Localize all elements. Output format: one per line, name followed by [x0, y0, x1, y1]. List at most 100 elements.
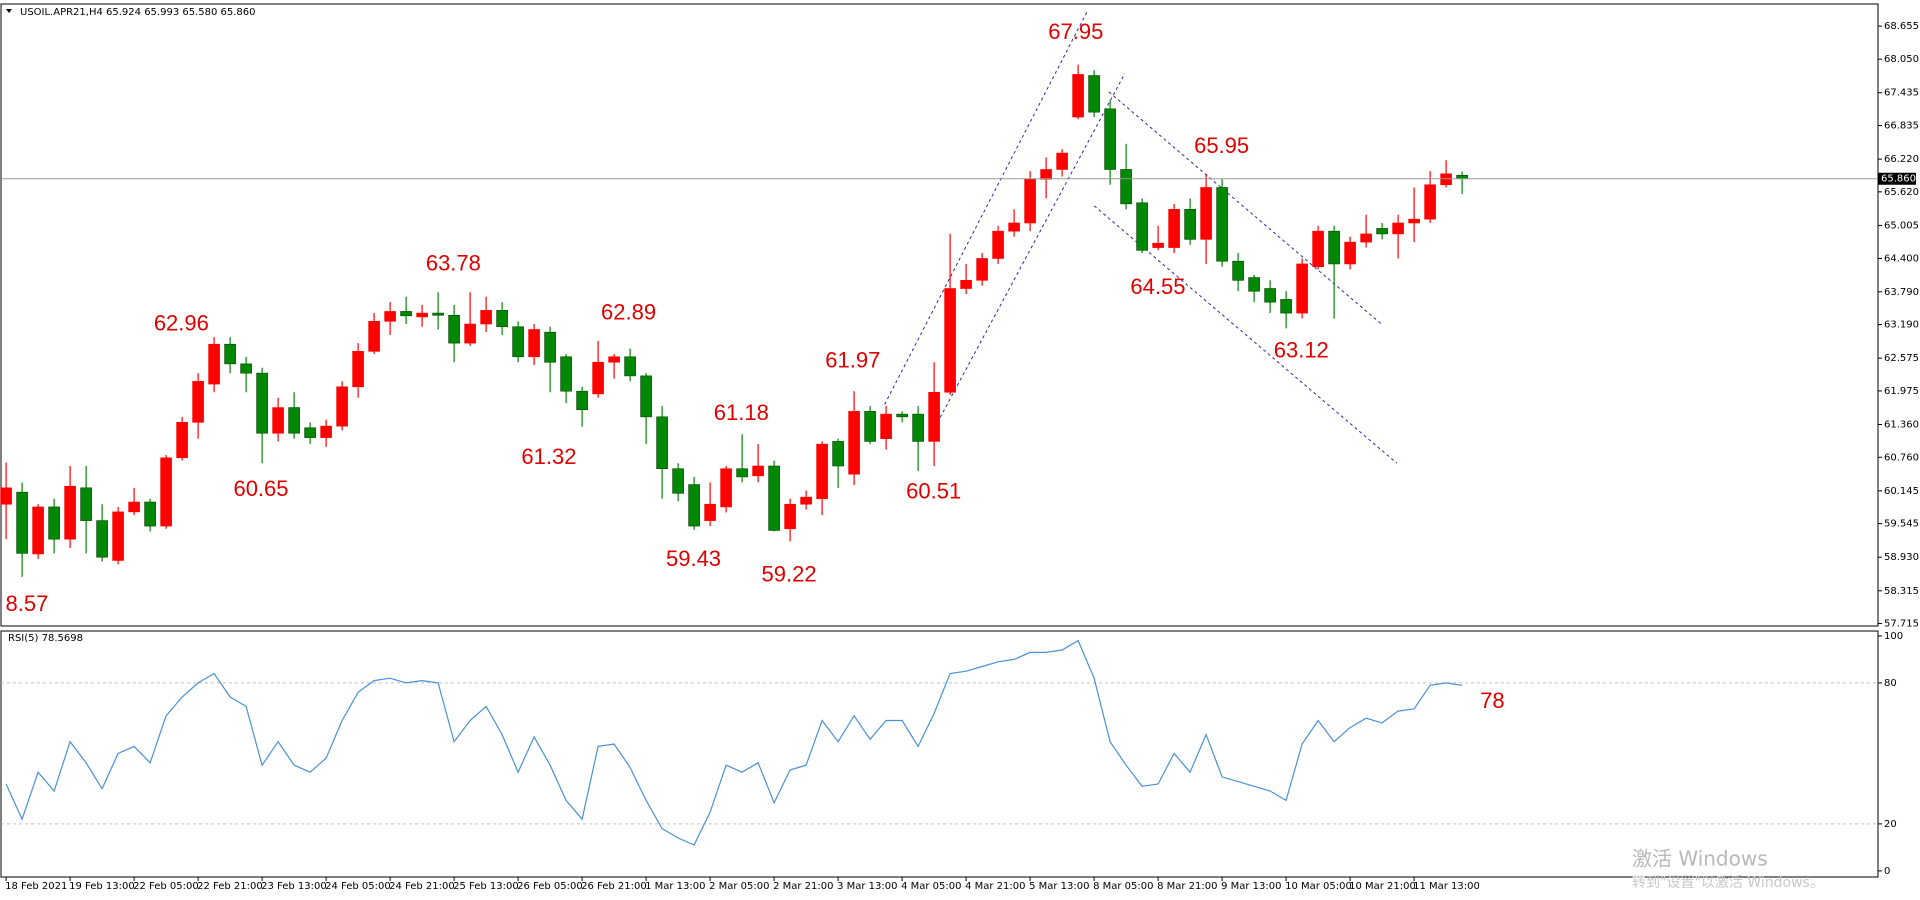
candle-body [512, 326, 524, 358]
candle-body [416, 312, 428, 318]
price-annotation: 64.55 [1130, 274, 1185, 299]
y-tick-label: 58.315 [1884, 586, 1919, 597]
price-annotation: 67.95 [1048, 19, 1103, 44]
y-tick-label: 60.760 [1884, 452, 1919, 463]
candle-body [928, 391, 940, 442]
candle-body [208, 343, 220, 385]
price-annotation: 60.51 [906, 478, 961, 503]
x-tick-label: 22 Feb 05:00 [133, 881, 199, 892]
trend-line [936, 73, 1126, 423]
x-tick-label: 8 Mar 05:00 [1093, 881, 1153, 892]
candle-body [1184, 209, 1196, 240]
current-price-box [1878, 172, 1916, 185]
candle-body [640, 375, 652, 418]
candle-body [576, 390, 588, 411]
candle-body [1040, 169, 1052, 180]
candle-body [48, 506, 60, 540]
candle-body [1232, 260, 1244, 281]
candle-body [0, 487, 12, 505]
x-tick-label: 3 Mar 13:00 [837, 881, 897, 892]
candle-body [880, 413, 892, 439]
price-annotation: 65.95 [1194, 133, 1249, 158]
price-annotation: 59.43 [666, 546, 721, 571]
candle-body [848, 411, 860, 475]
y-tick-label: 67.435 [1884, 88, 1919, 99]
x-tick-label: 19 Feb 13:00 [69, 881, 135, 892]
y-tick-label: 80 [1884, 678, 1897, 689]
candle-body [1216, 187, 1228, 262]
x-tick-label: 26 Feb 05:00 [517, 881, 583, 892]
x-tick-label: 10 Mar 05:00 [1285, 881, 1352, 892]
y-tick-label: 20 [1884, 819, 1897, 830]
x-tick-label: 11 Mar 13:00 [1413, 881, 1480, 892]
candle-body [704, 503, 716, 521]
y-tick-label: 65.620 [1884, 187, 1919, 198]
candle-body [304, 427, 316, 438]
candle-body [288, 407, 300, 434]
candle-body [1312, 230, 1324, 267]
y-tick-label: 59.545 [1884, 519, 1919, 530]
x-tick-label: 1 Mar 13:00 [645, 881, 705, 892]
candle-body [1104, 108, 1116, 170]
y-tick-label: 57.715 [1884, 619, 1919, 630]
candle-body [160, 457, 172, 527]
candle-body [1344, 241, 1356, 265]
x-tick-label: 22 Feb 21:00 [197, 881, 263, 892]
candle-body [176, 422, 188, 459]
x-tick-label: 4 Mar 21:00 [965, 881, 1025, 892]
y-tick-label: 63.790 [1884, 287, 1919, 298]
price-panel-frame [0, 3, 1879, 627]
candle-body [80, 487, 92, 521]
candle-body [1248, 277, 1260, 292]
y-tick-label: 62.575 [1884, 353, 1919, 364]
y-tick-label: 61.360 [1884, 419, 1919, 430]
candle-body [560, 356, 572, 392]
candle-body [1120, 169, 1132, 205]
x-tick-label: 24 Feb 21:00 [389, 881, 455, 892]
x-tick-label: 18 Feb 2021 [5, 881, 67, 892]
rsi-title: RSI(5) 78.5698 [8, 633, 83, 644]
candle-body [400, 311, 412, 317]
price-annotation: 59.22 [762, 562, 817, 587]
y-tick-label: 64.400 [1884, 253, 1919, 264]
price-annotation: 61.18 [714, 400, 769, 425]
price-title: USOIL.APR21,H4 65.924 65.993 65.580 65.8… [20, 7, 256, 18]
panel-toggle[interactable] [6, 9, 12, 13]
candle-body [1136, 202, 1148, 251]
candle-body [384, 311, 396, 322]
price-annotation: 8.57 [6, 591, 49, 616]
price-annotation: 63.12 [1274, 337, 1329, 362]
x-tick-label: 23 Feb 13:00 [261, 881, 327, 892]
candle-body [1168, 209, 1180, 248]
candle-body [256, 372, 268, 434]
candle-body [112, 511, 124, 561]
candle-body [864, 411, 876, 442]
candle-body [272, 407, 284, 434]
candle-body [448, 314, 460, 344]
candle-body [464, 323, 476, 344]
y-tick-label: 0 [1884, 866, 1890, 877]
candle-body [1456, 174, 1468, 180]
candle-body [496, 310, 508, 328]
candle-body [64, 485, 76, 540]
rsi-annotation: 78 [1480, 688, 1504, 713]
candle-body [1376, 228, 1388, 235]
candle-body [528, 329, 540, 358]
candle-body [352, 351, 364, 388]
candle-body [768, 465, 780, 531]
price-annotation: 62.96 [154, 311, 209, 336]
candle-body [960, 280, 972, 289]
price-annotation: 61.97 [825, 347, 880, 372]
candle-body [1072, 74, 1084, 118]
x-tick-label: 9 Mar 13:00 [1221, 881, 1281, 892]
rsi-panel-frame [0, 630, 1879, 878]
candle-body [896, 413, 908, 418]
y-tick-label: 66.835 [1884, 121, 1919, 132]
candle-body [592, 361, 604, 395]
rsi-line [5, 639, 1463, 846]
candle-body [624, 356, 636, 377]
y-tick-label: 65.005 [1884, 220, 1919, 231]
candle-body [1024, 178, 1036, 224]
